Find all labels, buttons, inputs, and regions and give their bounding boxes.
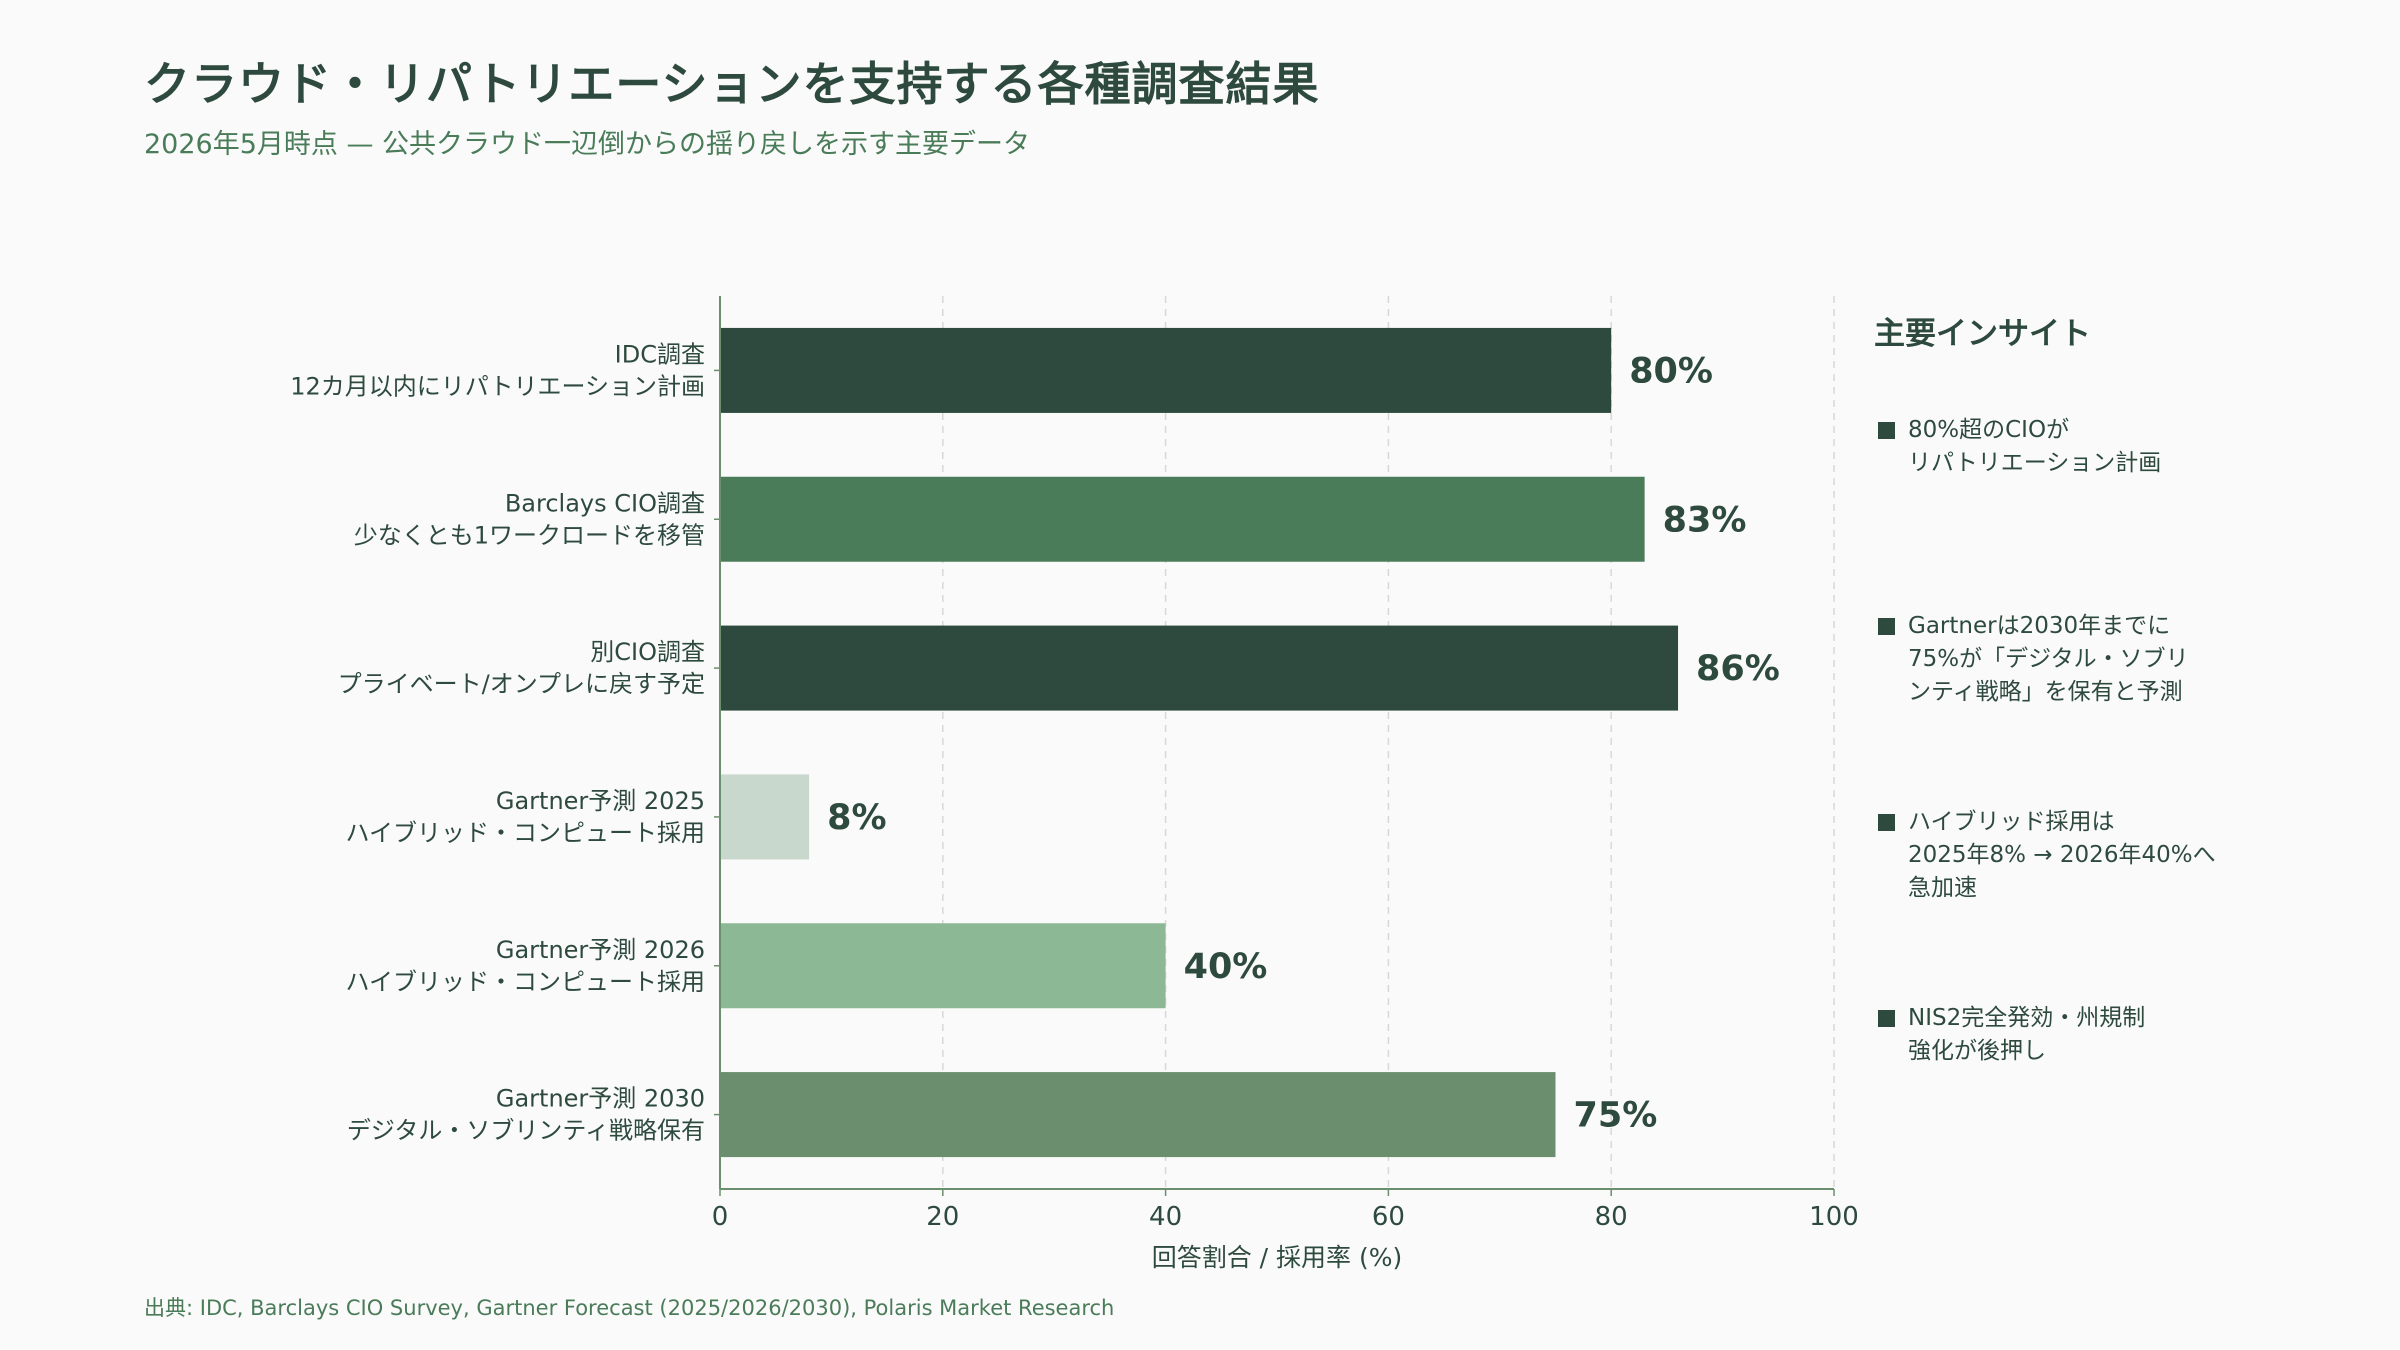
square-bullet-icon bbox=[1878, 618, 1895, 635]
bar bbox=[720, 625, 1679, 711]
category-label: 少なくとも1ワークロードを移管 bbox=[354, 521, 705, 549]
category-label: Barclays CIO調査 bbox=[505, 489, 705, 517]
insight-text: NIS2完全発効・州規制 強化が後押し bbox=[1908, 1005, 2146, 1064]
x-tick-label: 40 bbox=[1149, 1202, 1182, 1232]
x-axis-label: 回答割合 / 採用率 (%) bbox=[1152, 1243, 1403, 1272]
value-label: 40% bbox=[1184, 947, 1268, 987]
bar bbox=[720, 327, 1612, 413]
x-tick-label: 20 bbox=[926, 1202, 959, 1232]
insight-text: Gartnerは2030年までに 75%が「デジタル・ソブリ ンティ戦略」を保有… bbox=[1908, 613, 2189, 705]
category-label: Gartner予測 2025 bbox=[496, 787, 705, 815]
bar bbox=[720, 476, 1645, 562]
category-label: ハイブリッド・コンピュート採用 bbox=[345, 819, 705, 847]
insight-text: 80%超のCIOが リパトリエーション計画 bbox=[1908, 417, 2162, 476]
insight-item: 80%超のCIOが リパトリエーション計画 bbox=[1874, 414, 2294, 480]
chart-title: クラウド・リパトリエーションを支持する各種調査結果 bbox=[144, 57, 1320, 111]
square-bullet-icon bbox=[1878, 422, 1895, 439]
value-label: 75% bbox=[1574, 1096, 1658, 1136]
insights-title: 主要インサイト bbox=[1874, 316, 2091, 352]
category-label: 12カ月以内にリパトリエーション計画 bbox=[290, 372, 705, 400]
square-bullet-icon bbox=[1878, 814, 1895, 831]
insight-item: Gartnerは2030年までに 75%が「デジタル・ソブリ ンティ戦略」を保有… bbox=[1874, 610, 2294, 709]
source-note: 出典: IDC, Barclays CIO Survey, Gartner Fo… bbox=[144, 1296, 1115, 1320]
value-label: 83% bbox=[1663, 500, 1747, 540]
category-label: デジタル・ソブリンティ戦略保有 bbox=[347, 1117, 705, 1145]
insight-item: ハイブリッド採用は 2025年8% → 2026年40%へ 急加速 bbox=[1874, 806, 2294, 905]
value-label: 86% bbox=[1696, 649, 1780, 689]
bar bbox=[720, 1072, 1556, 1158]
x-tick-label: 80 bbox=[1595, 1202, 1628, 1232]
x-tick-label: 100 bbox=[1809, 1202, 1859, 1232]
category-label: Gartner予測 2026 bbox=[496, 936, 705, 964]
square-bullet-icon bbox=[1878, 1010, 1895, 1027]
category-label: プライベート/オンプレに戻す予定 bbox=[338, 670, 705, 698]
category-label: Gartner予測 2030 bbox=[496, 1085, 705, 1113]
bar bbox=[720, 923, 1166, 1009]
x-tick-label: 60 bbox=[1372, 1202, 1405, 1232]
category-label: ハイブリッド・コンピュート採用 bbox=[345, 968, 705, 996]
value-label: 8% bbox=[827, 798, 886, 838]
insight-item: NIS2完全発効・州規制 強化が後押し bbox=[1874, 1002, 2294, 1068]
chart-subtitle: 2026年5月時点 — 公共クラウド一辺倒からの揺り戻しを示す主要データ bbox=[144, 129, 1031, 160]
x-tick-label: 0 bbox=[712, 1202, 729, 1232]
category-label: IDC調査 bbox=[615, 340, 705, 368]
insight-text: ハイブリッド採用は 2025年8% → 2026年40%へ 急加速 bbox=[1908, 809, 2216, 901]
bar bbox=[720, 774, 810, 860]
category-label: 別CIO調査 bbox=[590, 638, 705, 666]
value-label: 80% bbox=[1629, 351, 1713, 391]
insights-panel: 主要インサイト 80%超のCIOが リパトリエーション計画 Gartnerは20… bbox=[1874, 308, 2294, 1064]
